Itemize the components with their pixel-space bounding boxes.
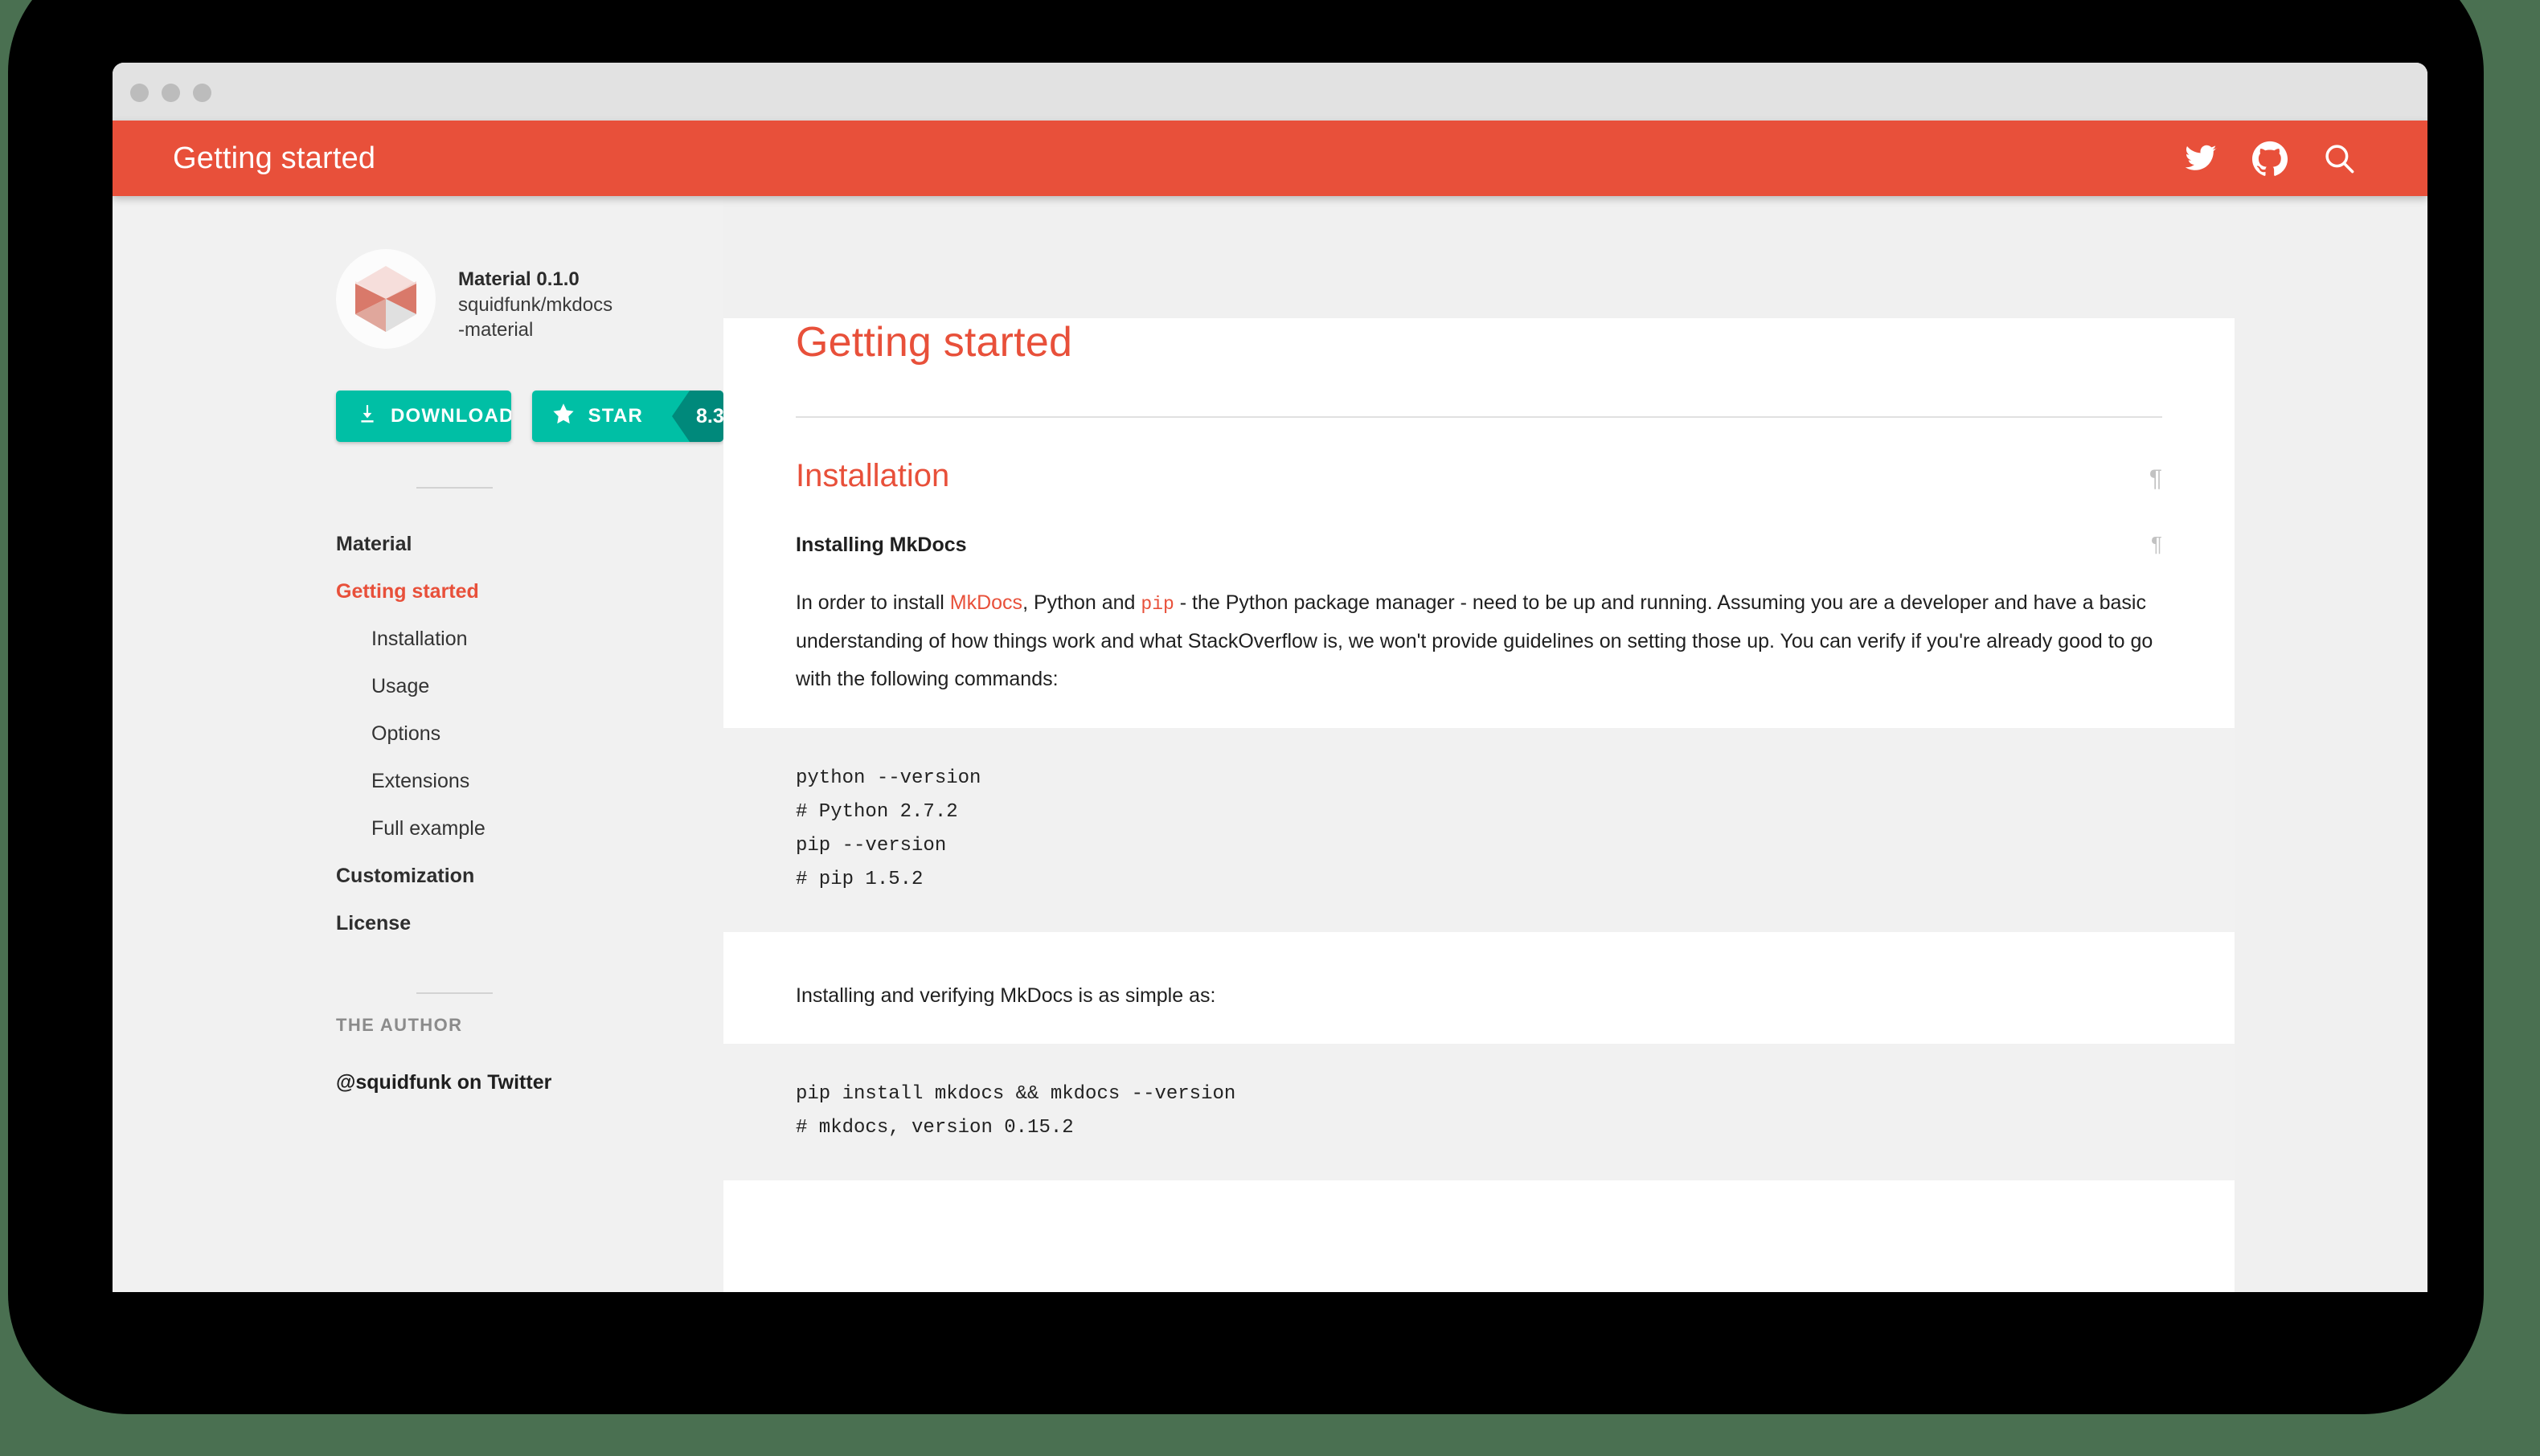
minimize-dot[interactable] <box>162 84 180 102</box>
section-heading-installation: Installation <box>796 458 950 493</box>
sidebar-item-getting-started[interactable]: Getting started <box>336 580 479 603</box>
browser-titlebar <box>113 63 2427 121</box>
browser-window: Getting started <box>113 63 2427 1292</box>
sidebar-nav: Material Getting started Installation Us… <box>113 521 723 947</box>
sidebar-item-material[interactable]: Material <box>336 533 412 555</box>
search-icon[interactable] <box>2317 137 2361 180</box>
sidebar-item-full-example[interactable]: Full example <box>371 817 485 840</box>
header-icon-group <box>2179 137 2361 180</box>
left-sidebar: Material 0.1.0 squidfunk/mkdocs-material… <box>113 196 723 1292</box>
article: Getting started Installation ¶ Installin… <box>723 318 2235 1292</box>
pip-code: pip <box>1141 594 1174 615</box>
brand-repo: squidfunk/mkdocs-material <box>458 293 613 342</box>
brand-name: Material 0.1.0 <box>458 268 580 290</box>
star-button-label: STAR <box>588 405 644 427</box>
sidebar-divider-bottom <box>416 992 493 994</box>
star-count-badge: 8.3k <box>672 391 723 442</box>
page-title: Getting started <box>796 319 1073 366</box>
sidebar-item-options[interactable]: Options <box>371 722 441 745</box>
download-button-label: DOWNLOAD <box>391 405 511 427</box>
content-area: Getting started Installation ¶ Installin… <box>723 196 2427 1292</box>
app-header: Getting started <box>113 121 2427 196</box>
github-icon[interactable] <box>2248 137 2292 180</box>
install-paragraph: Installing and verifying MkDocs is as si… <box>796 984 1216 1007</box>
page-title-header: Getting started <box>173 141 376 175</box>
installing-mkdocs-heading-row: Installing MkDocs ¶ <box>796 494 2162 557</box>
sidebar-button-group: DOWNLOAD STAR 8.3k <box>113 391 723 442</box>
installation-heading-row: Installation ¶ <box>796 418 2162 494</box>
sidebar-item-license[interactable]: License <box>336 912 412 935</box>
permalink-icon[interactable]: ¶ <box>2149 465 2162 492</box>
sidebar-item-customization[interactable]: Customization <box>336 865 475 887</box>
permalink-icon[interactable]: ¶ <box>2151 532 2162 556</box>
download-button[interactable]: DOWNLOAD <box>336 391 511 442</box>
maximize-dot[interactable] <box>193 84 211 102</box>
para-text-1: In order to install <box>796 591 950 614</box>
title-divider <box>796 416 2162 418</box>
download-icon <box>357 403 378 430</box>
para-text-2: , Python and <box>1022 591 1141 614</box>
star-icon <box>551 402 576 431</box>
code-block-install: pip install mkdocs && mkdocs --version #… <box>723 1044 2235 1181</box>
subsection-heading-installing-mkdocs: Installing MkDocs <box>796 534 967 556</box>
para-text-3: - the Python package manager - need to b… <box>796 591 2153 691</box>
sidebar-item-usage[interactable]: Usage <box>371 675 430 697</box>
sidebar-divider-top <box>416 487 493 489</box>
mkdocs-link[interactable]: MkDocs <box>949 591 1023 614</box>
star-button[interactable]: STAR 8.3k <box>531 391 723 442</box>
sidebar-item-installation[interactable]: Installation <box>371 628 468 650</box>
author-twitter-link[interactable]: @squidfunk on Twitter <box>336 1071 552 1094</box>
material-hexagon-logo-icon <box>336 249 436 349</box>
code-block-version-check: python --version # Python 2.7.2 pip --ve… <box>723 727 2235 932</box>
code-content: python --version # Python 2.7.2 pip --ve… <box>796 767 981 890</box>
app-body: Material 0.1.0 squidfunk/mkdocs-material… <box>113 196 2427 1292</box>
brand-text: Material 0.1.0 squidfunk/mkdocs-material <box>458 249 619 343</box>
intro-paragraph: In order to install MkDocs, Python and p… <box>796 584 2162 699</box>
close-dot[interactable] <box>130 84 149 102</box>
code-content: pip install mkdocs && mkdocs --version #… <box>796 1083 1236 1139</box>
sidebar-author-block: THE AUTHOR @squidfunk on Twitter <box>113 1015 723 1094</box>
author-heading: THE AUTHOR <box>336 1015 463 1035</box>
twitter-icon[interactable] <box>2179 137 2222 180</box>
sidebar-item-extensions[interactable]: Extensions <box>371 770 470 792</box>
brand-block[interactable]: Material 0.1.0 squidfunk/mkdocs-material <box>113 249 723 349</box>
